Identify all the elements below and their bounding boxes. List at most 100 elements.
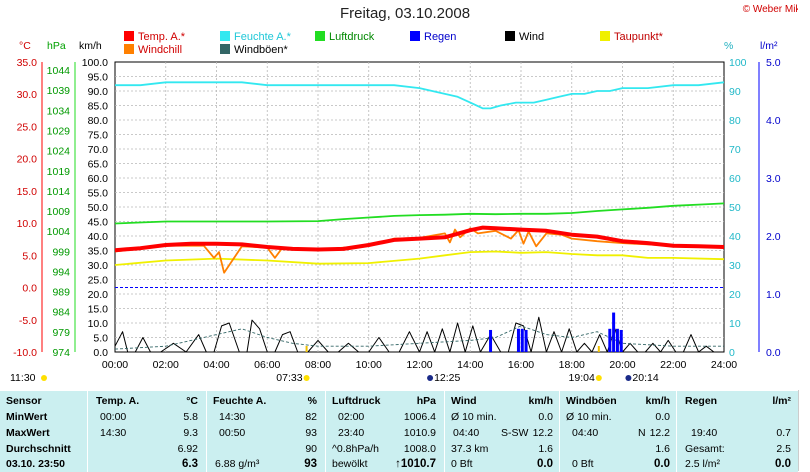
wind-column: Wind km/h Ø 10 min. 04:40 37.3 km 0 Bft … <box>444 391 559 472</box>
rain-tick-label: 3.0 <box>766 173 781 185</box>
table-right-margin <box>798 390 810 471</box>
sun-axis-mark <box>305 346 308 352</box>
series-line <box>115 81 725 110</box>
temp-tick-label: 0.0 <box>22 283 37 295</box>
rain-tick-label: 5.0 <box>766 57 781 69</box>
temp-avg-value: 6.92 <box>177 443 198 455</box>
humidity-tick-label: 10 <box>729 318 741 330</box>
copyright-label: © Weber Mike <box>742 4 806 15</box>
gust-max-time: 04:40 <box>572 427 599 439</box>
moonset-icon <box>625 375 632 381</box>
rain-column: Regen l/m² 19:40 Gesamt: 2.5 l/m² 0.7 2.… <box>676 391 799 472</box>
x-tick-label: 22:00 <box>660 359 686 371</box>
gust-mean-value: 1.6 <box>655 443 670 455</box>
rain-total-label: Gesamt: <box>685 443 725 455</box>
wind-current-value: 0.0 <box>537 458 553 470</box>
humidity-tick-label: 100 <box>729 57 747 69</box>
pressure-unit: hPa <box>416 395 436 407</box>
temp-tick-label: -10.0 <box>13 347 37 359</box>
legend-label: Temp. A.* <box>138 31 186 43</box>
temp-min-time: 00:00 <box>100 411 127 423</box>
wind-tick-label: 25.0 <box>88 275 109 287</box>
legend-item: Wind <box>505 31 544 43</box>
humidity-tick-label: 60 <box>729 173 741 185</box>
pressure-tick-label: 1014 <box>47 186 71 198</box>
row-label-current: 03.10. 23:50 <box>6 458 65 470</box>
legend-label: Windchill <box>138 44 183 56</box>
series-line <box>114 325 724 350</box>
temp-column: Temp. A. °C 00:00 14:30 5.8 9.3 6.92 6.3 <box>87 391 206 472</box>
x-tick-label: 08:00 <box>305 359 331 371</box>
x-tick-label: 20:00 <box>609 359 635 371</box>
sensor-header: Sensor <box>6 395 42 407</box>
pressure-tick-label: 1034 <box>47 105 71 117</box>
rain-tick-label: 2.0 <box>766 231 781 243</box>
wind-tick-label: 100.0 <box>82 57 108 69</box>
humidity-unit-label: % <box>724 40 734 52</box>
wind-tick-label: 30.0 <box>88 260 109 272</box>
pressure-tick-label: 1009 <box>47 206 71 218</box>
rain-bar <box>619 329 623 352</box>
wind-beaufort: 0 Bft <box>451 458 473 470</box>
row-label-max: MaxWert <box>6 427 50 439</box>
pressure-trend: ^0.8hPa/h <box>332 443 379 455</box>
gust-column: Windböen km/h Ø 10 min. 04:40 0 Bft N 0.… <box>559 391 676 472</box>
rain-max-time: 19:40 <box>691 427 718 439</box>
rain-bar <box>608 328 612 352</box>
wind-distance: 37.3 km <box>451 443 489 455</box>
pressure-tick-label: 979 <box>52 327 70 339</box>
rain-unit-label: l/m² <box>760 40 778 52</box>
pressure-tick-label: 989 <box>52 287 70 299</box>
pressure-tick-label: 1024 <box>47 146 71 158</box>
gust-max-value: 12.2 <box>649 427 670 439</box>
wind-tick-label: 0.0 <box>93 347 108 359</box>
pressure-min-time: 02:00 <box>338 411 365 423</box>
wind-avg-value: 0.0 <box>538 411 553 423</box>
wind-tick-label: 65.0 <box>88 159 109 171</box>
pressure-header: Luftdruck <box>332 395 381 407</box>
temp-header: Temp. A. <box>96 395 140 407</box>
series-line <box>114 225 725 253</box>
pressure-unit-label: hPa <box>47 40 66 52</box>
legend-item: Regen <box>410 31 456 43</box>
legend-label: Luftdruck <box>329 31 375 43</box>
wind-unit: km/h <box>528 395 553 407</box>
weather-chart: 35.0 30.0 25.0 20.0 15.0 10.0 5.0 0.0 -5.0 -10.0 1… <box>10 57 781 384</box>
humidity-max-value: 93 <box>305 427 317 439</box>
rain-tick-label: 4.0 <box>766 115 781 127</box>
wind-tick-label: 75.0 <box>88 130 109 142</box>
humidity-current-value: 93 <box>304 458 317 470</box>
legend-label: Taupunkt* <box>614 31 663 43</box>
rain-tick-label: 1.0 <box>766 289 781 301</box>
x-tick-label: 14:00 <box>457 359 483 371</box>
pressure-min-value: 1006.4 <box>403 411 436 423</box>
wind-max-time: 04:40 <box>453 427 480 439</box>
x-tick-label: 00:00 <box>102 359 128 371</box>
legend-item: Taupunkt* <box>600 31 663 43</box>
wind-header: Wind <box>451 395 477 407</box>
temp-tick-label: 10.0 <box>17 218 38 230</box>
temp-current-value: 6.3 <box>182 458 198 470</box>
temp-tick-label: 20.0 <box>17 154 38 166</box>
row-label-min: MinWert <box>6 411 48 423</box>
rain-tick-label: 0.0 <box>766 347 781 359</box>
wind-tick-label: 10.0 <box>88 318 109 330</box>
wind-tick-label: 55.0 <box>88 188 109 200</box>
humidity-tick-label: 80 <box>729 115 741 127</box>
humidity-abs: 6.88 g/m³ <box>215 458 260 470</box>
legend-item: Luftdruck <box>315 31 374 43</box>
legend-label: Wind <box>519 31 545 43</box>
legend-swatch <box>124 31 134 41</box>
temp-unit: °C <box>186 395 198 407</box>
legend-swatch <box>124 44 134 54</box>
legend-label: Windböen* <box>234 44 288 56</box>
humidity-min-time: 14:30 <box>219 411 246 423</box>
pressure-avg-value: 1008.0 <box>403 443 436 455</box>
row-label-avg: Durchschnitt <box>6 443 71 455</box>
x-tick-label: 24:00 <box>711 359 737 371</box>
wind-tick-label: 35.0 <box>88 246 109 258</box>
wind-tick-label: 40.0 <box>88 231 109 243</box>
wind-unit-label: km/h <box>79 40 102 52</box>
rain-bar <box>520 328 524 352</box>
pressure-max-time: 23:40 <box>338 427 365 439</box>
